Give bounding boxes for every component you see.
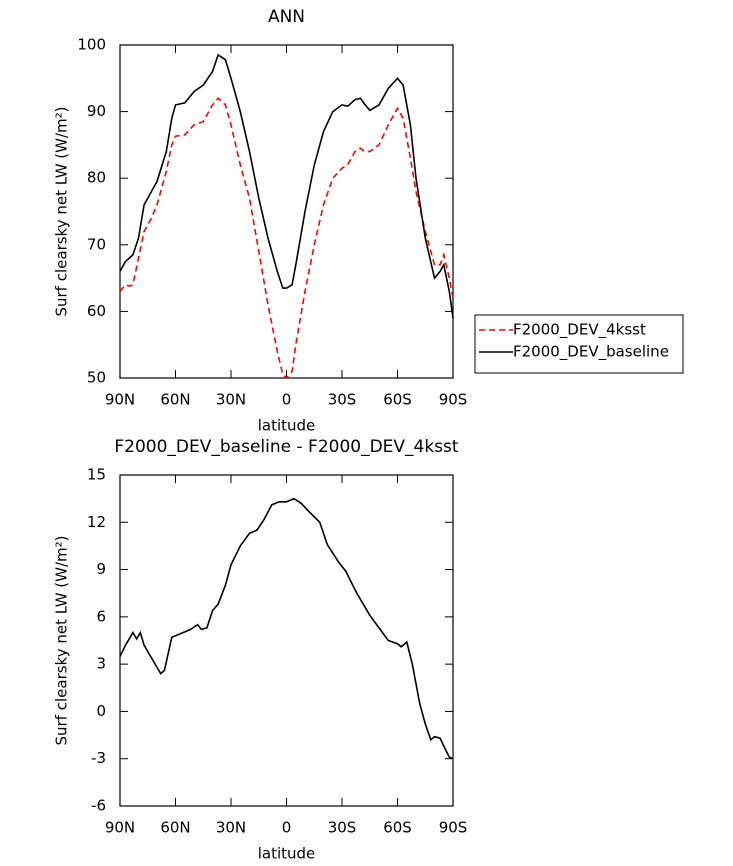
x-tick-label: 30N bbox=[216, 819, 246, 837]
y-tick-label: 15 bbox=[87, 466, 106, 484]
y-tick-label: 6 bbox=[96, 607, 106, 625]
chart-title: F2000_DEV_baseline - F2000_DEV_4ksst bbox=[114, 437, 459, 457]
plot-frame bbox=[119, 44, 454, 379]
x-tick-label: 60S bbox=[383, 391, 412, 409]
x-axis-label: latitude bbox=[258, 845, 316, 863]
x-tick-label: 90N bbox=[105, 819, 135, 837]
y-tick-label: 60 bbox=[87, 302, 106, 320]
x-tick-label: 60N bbox=[160, 391, 190, 409]
x-tick-label: 30S bbox=[328, 819, 357, 837]
x-tick-label: 30N bbox=[216, 391, 246, 409]
x-tick-label: 0 bbox=[282, 819, 292, 837]
y-tick-label: 100 bbox=[77, 36, 106, 54]
data-line bbox=[119, 53, 454, 319]
y-tick-label: 80 bbox=[87, 169, 106, 187]
data-line bbox=[119, 497, 454, 760]
x-tick-label: 60N bbox=[160, 819, 190, 837]
x-tick-label: 30S bbox=[328, 391, 357, 409]
chart-title: ANN bbox=[268, 7, 305, 27]
x-tick-label: 60S bbox=[383, 819, 412, 837]
y-axis-label: Surf clearsky net LW (W/m²) bbox=[53, 106, 71, 316]
x-tick-label: 0 bbox=[282, 391, 292, 409]
legend-label: F2000_DEV_4ksst bbox=[513, 321, 646, 340]
y-tick-label: 0 bbox=[96, 702, 106, 720]
y-tick-label: 70 bbox=[87, 235, 106, 253]
data-line bbox=[119, 97, 454, 380]
x-axis-label: latitude bbox=[258, 417, 316, 435]
legend-label: F2000_DEV_baseline bbox=[513, 343, 669, 362]
y-tick-label: 50 bbox=[87, 369, 106, 387]
y-tick-label: 3 bbox=[96, 655, 106, 673]
y-tick-label: 90 bbox=[87, 102, 106, 120]
y-tick-label: 12 bbox=[87, 513, 106, 531]
y-tick-label: -3 bbox=[91, 749, 106, 767]
y-tick-label: -6 bbox=[91, 797, 106, 815]
x-tick-label: 90N bbox=[105, 391, 135, 409]
y-tick-label: 9 bbox=[96, 560, 106, 578]
plot-frame bbox=[119, 474, 454, 807]
x-tick-label: 90S bbox=[439, 391, 468, 409]
legend-box bbox=[474, 314, 684, 374]
y-axis-label: Surf clearsky net LW (W/m²) bbox=[53, 535, 71, 745]
x-tick-label: 90S bbox=[439, 819, 468, 837]
